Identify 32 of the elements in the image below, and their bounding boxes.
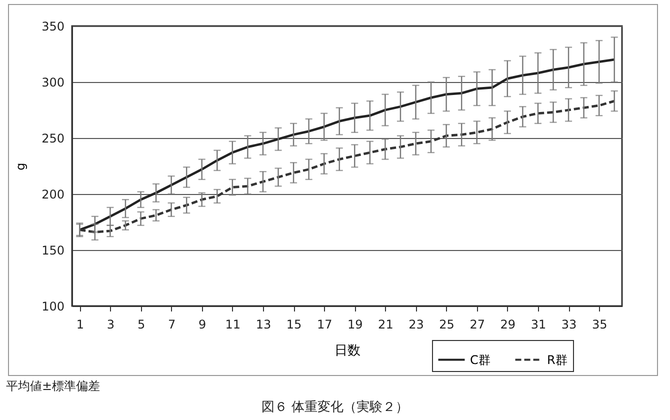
legend-label: R群 bbox=[547, 352, 568, 367]
line-series bbox=[78, 100, 616, 234]
x-tick-label: 35 bbox=[592, 318, 608, 332]
y-tick-label: 150 bbox=[42, 244, 64, 258]
x-tick-label: 3 bbox=[106, 318, 115, 332]
x-tick-label: 33 bbox=[561, 318, 577, 332]
y-tick-label: 100 bbox=[42, 300, 64, 314]
x-tick-label: 31 bbox=[530, 318, 546, 332]
y-tick-label: 200 bbox=[42, 188, 64, 202]
line-series bbox=[78, 58, 616, 232]
x-tick-label: 13 bbox=[256, 318, 272, 332]
x-tick-label: 1 bbox=[76, 318, 84, 332]
x-axis-title: 日数 bbox=[334, 344, 360, 358]
y-tick-label: 300 bbox=[42, 76, 64, 90]
y-axis-title: g bbox=[14, 162, 28, 170]
x-tick-label: 7 bbox=[168, 318, 176, 332]
x-tick-label: 5 bbox=[137, 318, 146, 332]
x-tick-label: 9 bbox=[198, 318, 206, 332]
x-tick-label: 21 bbox=[378, 318, 394, 332]
x-tick-label: 25 bbox=[439, 318, 454, 332]
text: 図６ 体重変化（実験２） bbox=[260, 399, 410, 416]
x-tick-label: 19 bbox=[348, 318, 363, 332]
x-tick-label: 15 bbox=[286, 318, 302, 332]
x-tick-label: 29 bbox=[500, 318, 516, 332]
x-tick-label: 23 bbox=[408, 318, 424, 332]
x-tick-label: 11 bbox=[225, 318, 241, 332]
y-tick-label: 350 bbox=[42, 20, 64, 34]
y-tick-label: 250 bbox=[42, 132, 64, 146]
legend-label: C群 bbox=[470, 352, 490, 367]
text: 平均値±標準偏差 bbox=[6, 378, 100, 395]
x-tick-label: 17 bbox=[316, 318, 332, 332]
x-tick-label: 27 bbox=[470, 318, 485, 332]
